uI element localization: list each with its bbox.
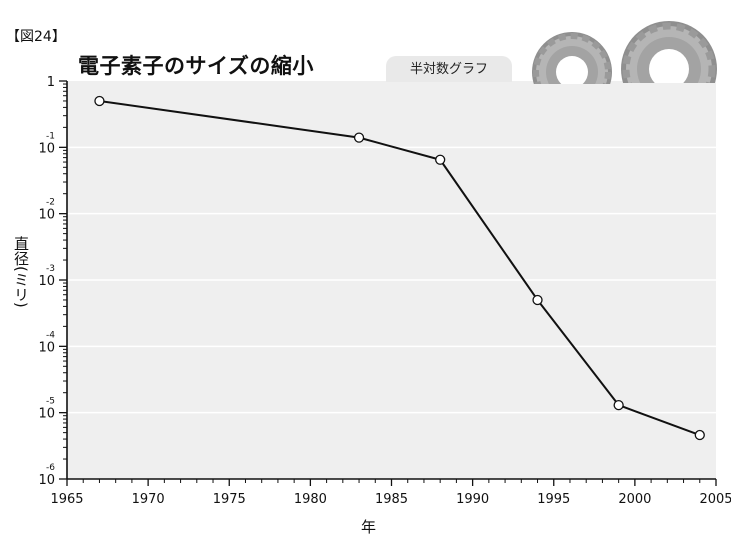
x-tick-label: 1980 [294,492,327,507]
gear-icon [621,21,717,83]
grid [67,146,716,414]
y-tick-label: 10 [38,340,55,355]
data-point [435,154,446,165]
x-tick-label: 1965 [50,492,83,507]
data-point [694,429,705,441]
series [94,95,705,441]
x-tick-label: 1970 [132,492,165,507]
scale-tab: 半対数グラフ [386,56,512,82]
data-point [94,95,105,107]
data-point [532,294,543,306]
y-tick-exponent: -1 [46,131,55,141]
y-tick-label: 10 [38,473,55,488]
y-tick-exponent: -4 [46,330,55,340]
y-axis-label: 直径(ミリ) [12,236,30,308]
y-tick-exponent: -5 [46,397,55,407]
gear-icon [532,32,612,84]
series-line [99,99,701,436]
x-axis-label: 年 [361,518,377,536]
data-point [353,132,365,143]
x-tick-label: 1985 [375,492,408,507]
figure-label: 【図24】 [6,29,66,45]
y-tick-exponent: -2 [46,198,55,208]
y-tick-label: 10 [38,274,55,289]
data-point [613,399,624,411]
y-tick-label: 10 [38,141,55,156]
x-tick-label: 1990 [456,492,489,507]
y-tick-label: 1 [47,75,55,90]
x-tick-label: 2000 [618,492,651,507]
y-tick-exponent: -6 [46,463,55,473]
x-tick-label: 1995 [537,492,570,507]
chart-title: 電子素子のサイズの縮小 [78,54,314,78]
x-tick-label: 2005 [699,492,731,507]
y-tick-label: 10 [38,208,55,223]
x-tick-label: 1975 [213,492,246,507]
x-axis-ticks: 1965 1970 1975 1980 1985 1990 1995 2000 2005 [50,479,731,507]
y-tick-label: 10 [38,407,55,422]
y-tick-exponent: -3 [46,264,55,274]
y-axis-ticks: 110-110-210-310-410-510-6 [38,75,67,488]
